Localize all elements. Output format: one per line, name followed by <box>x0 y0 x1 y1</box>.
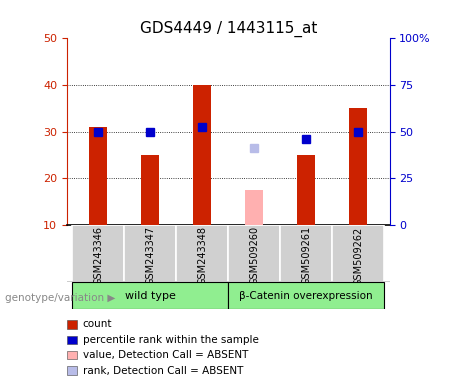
Text: GSM243346: GSM243346 <box>93 227 103 285</box>
Text: β-Catenin overexpression: β-Catenin overexpression <box>239 291 373 301</box>
Bar <box>193 85 211 225</box>
Bar <box>280 225 332 282</box>
Bar <box>124 225 176 282</box>
Bar <box>176 225 228 282</box>
Text: GSM509262: GSM509262 <box>353 227 363 286</box>
Bar <box>332 225 384 282</box>
Text: percentile rank within the sample: percentile rank within the sample <box>83 335 259 345</box>
Bar <box>89 127 107 225</box>
Text: GSM509261: GSM509261 <box>301 227 311 285</box>
Text: count: count <box>83 319 112 329</box>
Text: rank, Detection Call = ABSENT: rank, Detection Call = ABSENT <box>83 366 243 376</box>
Bar <box>228 225 280 282</box>
Bar <box>297 155 315 225</box>
Bar <box>141 155 159 225</box>
Text: genotype/variation ▶: genotype/variation ▶ <box>5 293 115 303</box>
Text: GSM243348: GSM243348 <box>197 227 207 285</box>
Bar <box>72 225 124 282</box>
Bar <box>228 282 384 309</box>
Title: GDS4449 / 1443115_at: GDS4449 / 1443115_at <box>140 21 317 37</box>
Bar <box>245 190 263 225</box>
Text: GSM243347: GSM243347 <box>145 227 155 285</box>
Bar <box>72 282 228 309</box>
Text: GSM509260: GSM509260 <box>249 227 259 285</box>
Bar <box>349 108 367 225</box>
Text: wild type: wild type <box>124 291 176 301</box>
Text: value, Detection Call = ABSENT: value, Detection Call = ABSENT <box>83 350 248 360</box>
